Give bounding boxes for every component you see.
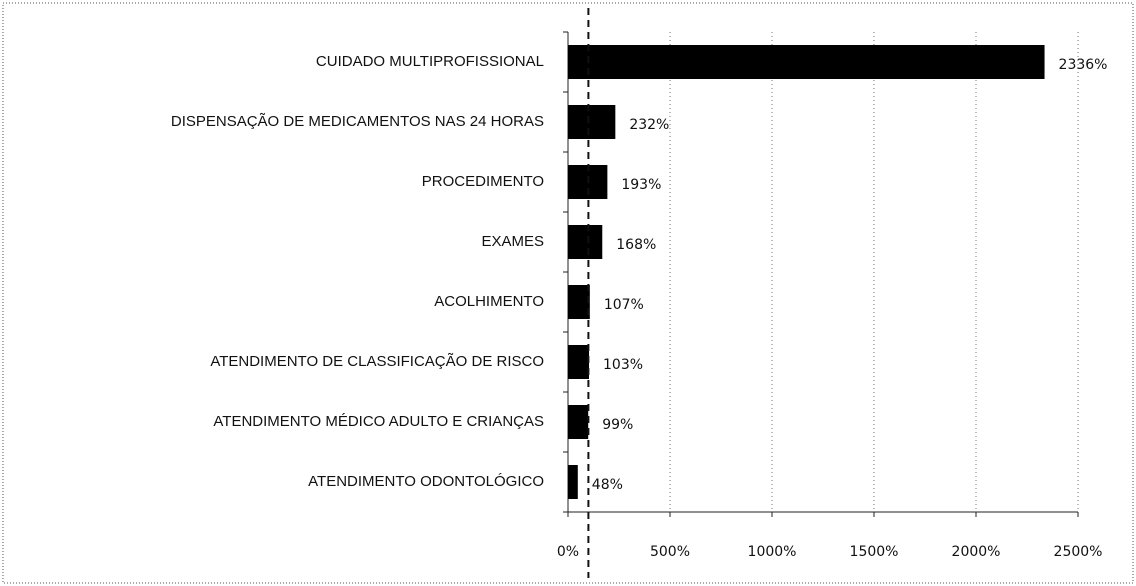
y-tick-label: DISPENSAÇÃO DE MEDICAMENTOS NAS 24 HORAS xyxy=(171,113,544,130)
value-label: 232% xyxy=(629,117,669,133)
value-label: 103% xyxy=(603,357,643,373)
bar xyxy=(568,45,1045,79)
bar xyxy=(568,345,590,379)
y-tick-label: EXAMES xyxy=(481,233,544,250)
x-tick-label: 2000% xyxy=(952,544,1001,560)
x-tick-label: 2500% xyxy=(1054,544,1103,560)
y-tick-label: ACOLHIMENTO xyxy=(434,293,544,310)
y-tick-label: PROCEDIMENTO xyxy=(422,173,544,190)
x-tick-label: 500% xyxy=(650,544,690,560)
value-label: 48% xyxy=(592,477,623,493)
bar xyxy=(568,405,589,439)
y-tick-label: ATENDIMENTO DE CLASSIFICAÇÃO DE RISCO xyxy=(210,353,544,370)
y-tick-label: CUIDADO MULTIPROFISSIONAL xyxy=(316,53,544,70)
bar xyxy=(568,465,578,499)
value-label: 99% xyxy=(602,417,633,433)
y-tick-label: ATENDIMENTO ODONTOLÓGICO xyxy=(308,473,544,490)
y-tick-label: ATENDIMENTO MÉDICO ADULTO E CRIANÇAS xyxy=(213,413,544,430)
bar xyxy=(568,225,603,259)
value-label: 2336% xyxy=(1059,57,1108,73)
bar xyxy=(568,105,616,139)
x-tick-label: 1500% xyxy=(850,544,899,560)
x-tick-label: 1000% xyxy=(748,544,797,560)
value-label: 168% xyxy=(616,237,656,253)
x-tick-label: 0% xyxy=(557,544,579,560)
value-label: 107% xyxy=(604,297,644,313)
value-label: 193% xyxy=(621,177,661,193)
bar xyxy=(568,285,590,319)
